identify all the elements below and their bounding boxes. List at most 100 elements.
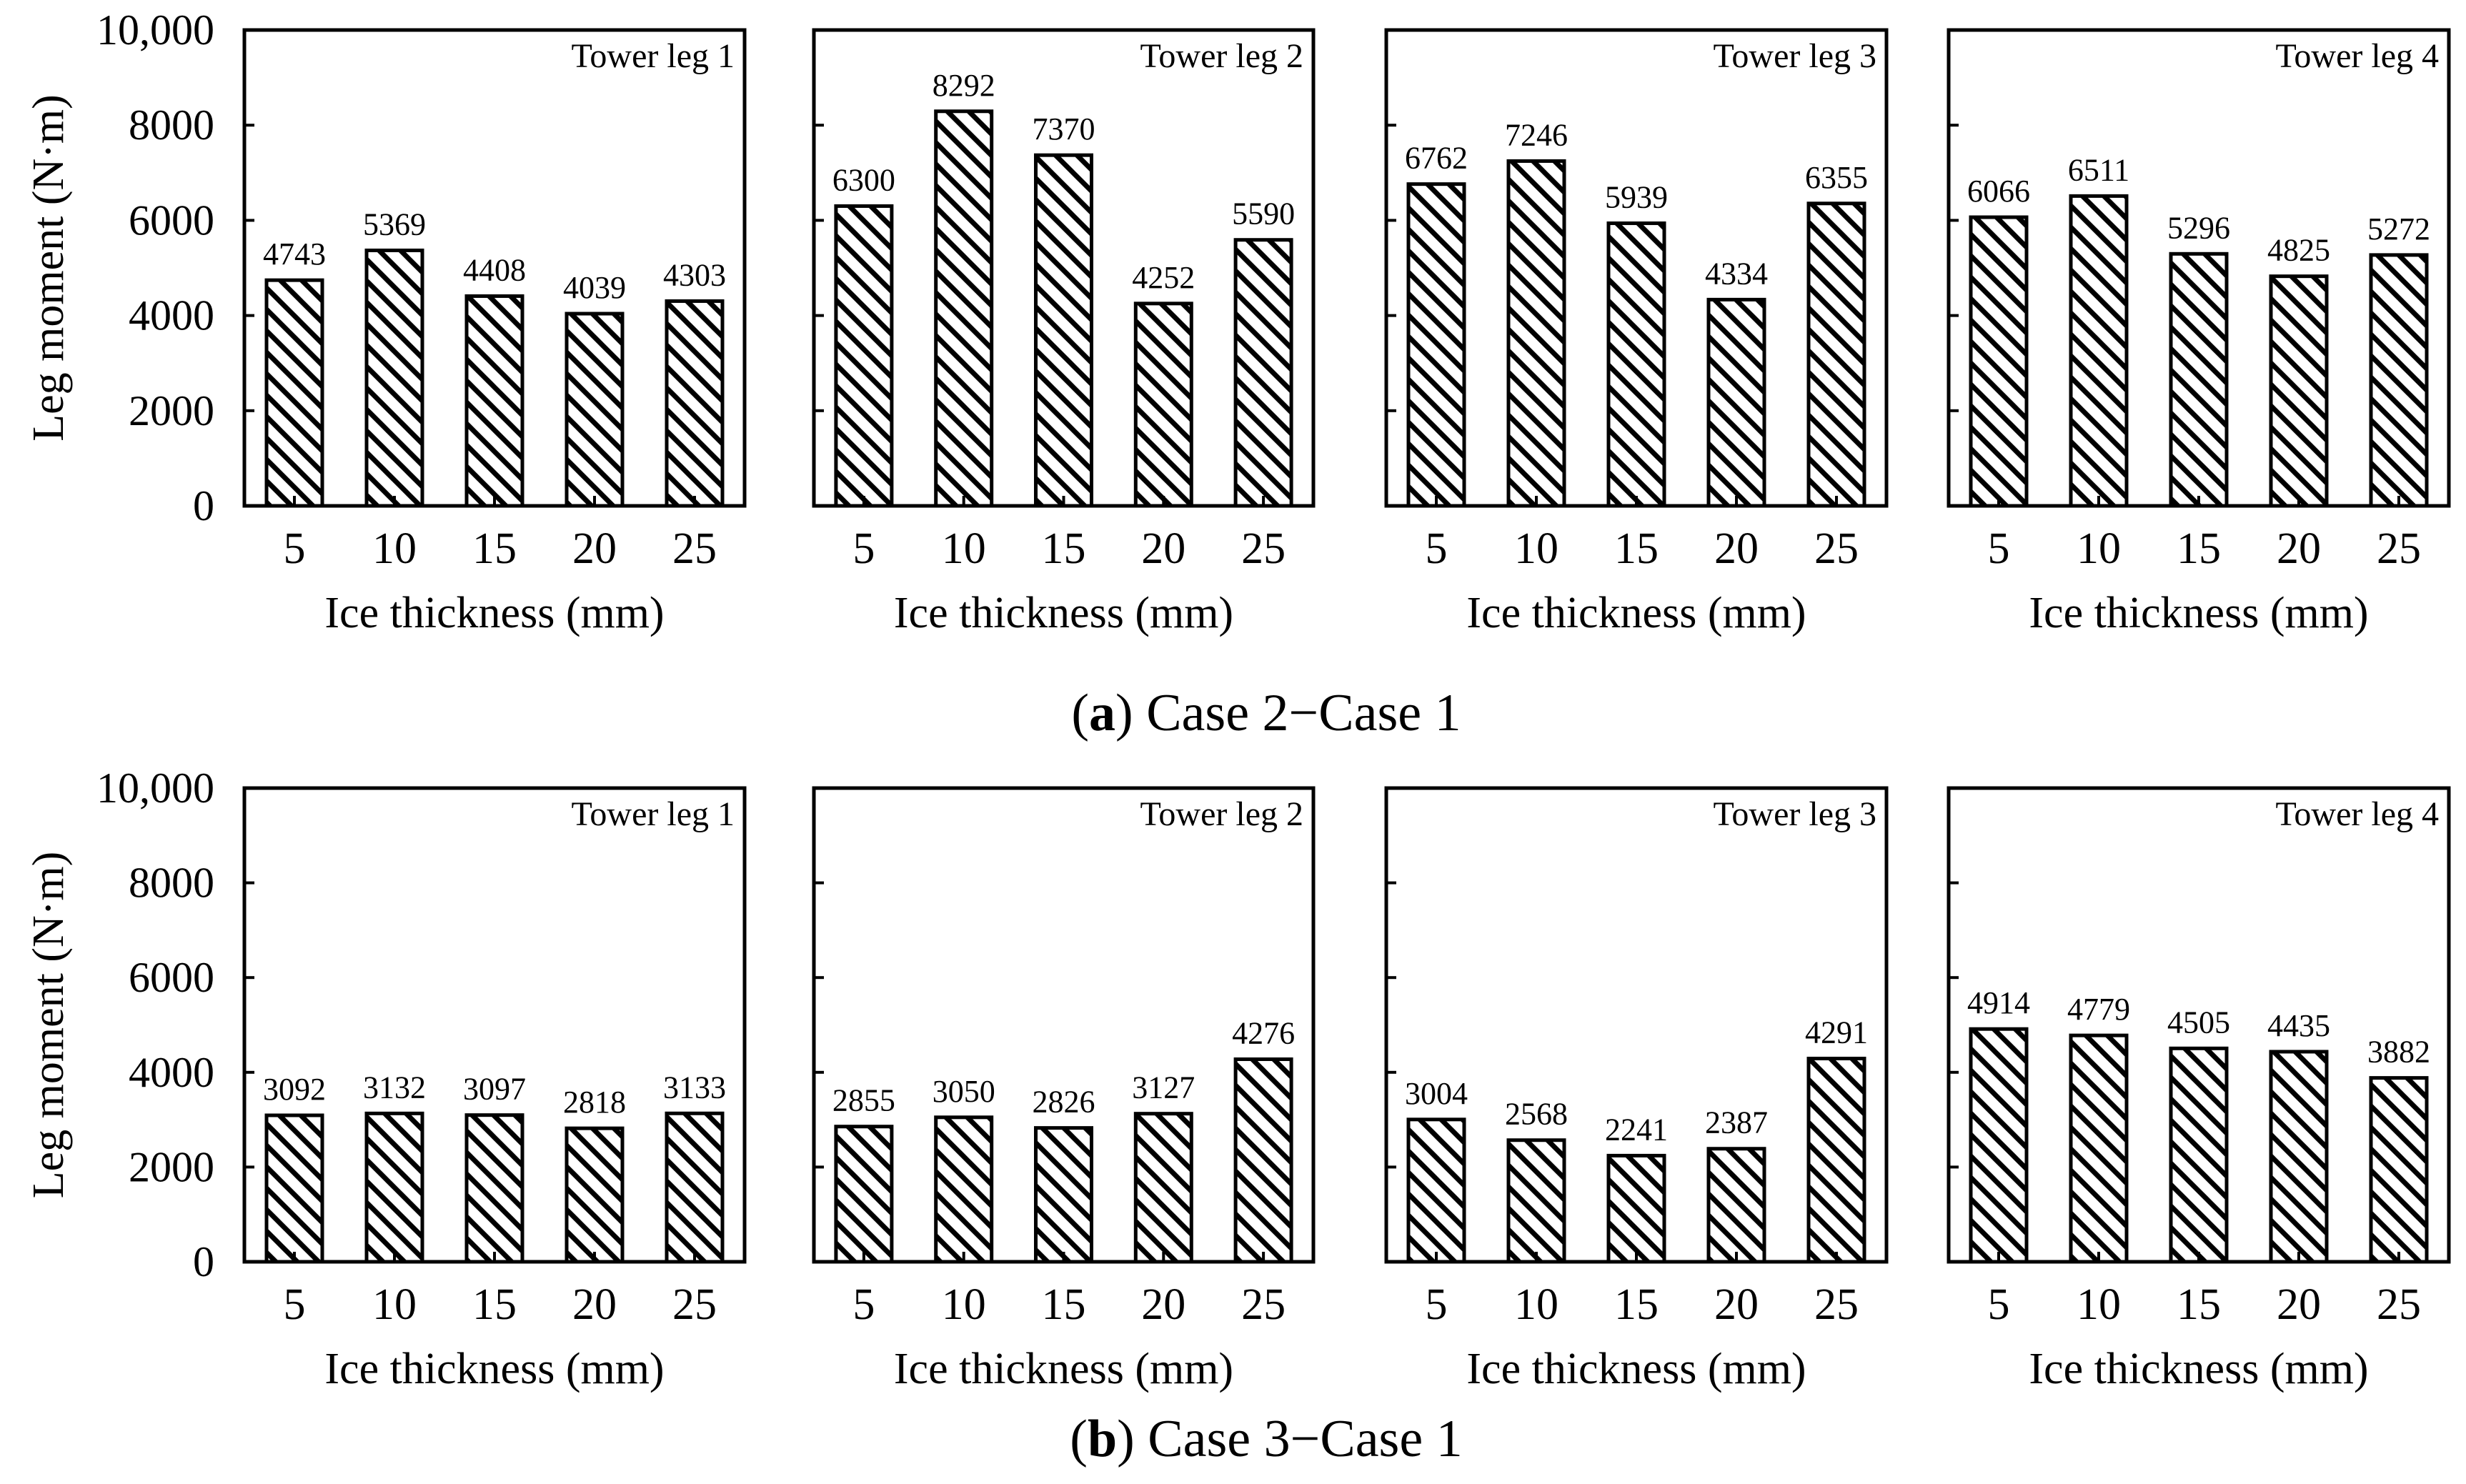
bar	[2369, 1076, 2429, 1264]
chart-panel: Tower leg 1 3092 5 3132 10 3097 15 2818 20 3133 25…	[242, 786, 747, 1393]
bar	[665, 1111, 725, 1264]
bar-value-label: 5939	[1605, 179, 1668, 214]
y-tick-label: 0	[193, 482, 214, 529]
bar	[264, 1113, 324, 1264]
x-tick-label: 5	[284, 524, 306, 573]
x-tick-label: 10	[1514, 1280, 1558, 1329]
chart-panel: Tower leg 2 6300 5 8292 10 7370 15 4252 20 5590 25…	[812, 28, 1316, 637]
bar	[834, 204, 894, 508]
y-tick-label: 2000	[129, 387, 214, 434]
chart-panel: Tower leg 4 6066 5 6511 10 5296 15 4825 20 5272 25…	[1947, 28, 2451, 637]
chart-panel: Tower leg 2 2855 5 3050 10 2826 15 3127 20 4276 25…	[812, 786, 1316, 1393]
bar	[2269, 274, 2329, 508]
x-tick-label: 15	[1042, 1280, 1086, 1329]
bar-value-label: 4276	[1232, 1016, 1295, 1051]
figure-caption: (a) Case 2−Case 1	[1071, 684, 1461, 742]
bar	[364, 1111, 424, 1264]
bar-value-label: 4291	[1805, 1015, 1868, 1050]
bar	[2069, 1033, 2129, 1264]
x-tick-label: 20	[1141, 1280, 1185, 1329]
x-tick-label: 15	[2177, 524, 2221, 573]
x-tick-label: 10	[2077, 1280, 2121, 1329]
bar	[264, 278, 324, 508]
bar	[464, 294, 524, 508]
chart-panel: Tower leg 1 4743 5 5369 10 4408 15 4039 20 4303 25…	[242, 28, 747, 637]
bar	[1506, 1138, 1566, 1264]
bar	[1606, 1153, 1666, 1264]
panel-title: Tower leg 2	[1140, 795, 1303, 833]
bar-value-label: 5272	[2367, 211, 2430, 246]
x-tick-label: 20	[2277, 524, 2321, 573]
panel-title: Tower leg 1	[571, 795, 735, 833]
bar	[665, 299, 725, 508]
bar	[364, 248, 424, 508]
bar-value-label: 4825	[2267, 233, 2330, 268]
x-tick-label: 5	[1988, 1280, 2010, 1329]
bar-value-label: 5296	[2167, 210, 2230, 245]
y-tick-label: 10,000	[96, 765, 214, 812]
bar-value-label: 6762	[1405, 141, 1468, 176]
bar-value-label: 2241	[1605, 1112, 1668, 1147]
x-tick-label: 25	[2377, 524, 2421, 573]
x-tick-label: 15	[472, 524, 517, 573]
bar-value-label: 4408	[463, 252, 526, 287]
bar	[1606, 221, 1666, 508]
bar-value-label: 7370	[1033, 111, 1095, 146]
x-tick-label: 5	[852, 524, 875, 573]
bar-value-label: 4039	[563, 270, 626, 305]
x-tick-label: 20	[1141, 524, 1185, 573]
caption-text: Case 3−Case 1	[1135, 1410, 1463, 1468]
x-tick-label: 15	[1614, 1280, 1659, 1329]
bar-value-label: 6355	[1805, 160, 1868, 195]
x-tick-label: 15	[472, 1280, 517, 1329]
x-axis-label: Ice thickness (mm)	[2029, 589, 2368, 637]
bar	[1133, 1112, 1193, 1264]
bar-value-label: 2826	[1033, 1085, 1095, 1120]
bar	[1806, 1057, 1866, 1264]
x-tick-label: 10	[2077, 524, 2121, 573]
bar-value-label: 3133	[663, 1070, 726, 1105]
x-tick-label: 25	[672, 524, 717, 573]
chart-panel: Tower leg 4 4914 5 4779 10 4505 15 4435 20 3882 25…	[1947, 786, 2451, 1393]
x-tick-label: 5	[1988, 524, 2010, 573]
x-tick-label: 5	[284, 1280, 306, 1329]
x-tick-label: 20	[572, 524, 617, 573]
bar-value-label: 3050	[933, 1074, 995, 1109]
bar	[464, 1113, 524, 1264]
x-axis-label: Ice thickness (mm)	[324, 1345, 664, 1393]
y-tick-label: 6000	[129, 954, 214, 1001]
bar-value-label: 4252	[1132, 260, 1195, 295]
x-tick-label: 25	[672, 1280, 717, 1329]
x-tick-label: 20	[1714, 1280, 1759, 1329]
x-tick-label: 5	[1426, 524, 1448, 573]
panel-title: Tower leg 2	[1140, 37, 1303, 75]
bar	[1969, 1027, 2029, 1264]
bar	[1034, 153, 1093, 508]
x-axis-label: Ice thickness (mm)	[1466, 1345, 1806, 1393]
bar	[1233, 238, 1293, 508]
x-tick-label: 25	[1241, 1280, 1286, 1329]
y-axis-label: Leg moment (N·m)	[24, 94, 73, 442]
bar-value-label: 4914	[1967, 985, 2030, 1020]
bar	[565, 312, 625, 508]
bar	[1133, 302, 1193, 508]
y-axis-label: Leg moment (N·m)	[24, 852, 73, 1199]
bar	[1406, 182, 1466, 508]
bar-value-label: 7246	[1505, 117, 1568, 152]
panel-title: Tower leg 3	[1713, 37, 1876, 75]
bar-value-label: 4779	[2067, 992, 2130, 1027]
chart-panel: Tower leg 3 6762 5 7246 10 5939 15 4334 20 6355 25…	[1384, 28, 1889, 637]
bar-value-label: 2818	[563, 1085, 626, 1120]
bar	[565, 1126, 625, 1264]
panel-title: Tower leg 4	[2275, 37, 2439, 75]
bar-value-label: 2568	[1505, 1097, 1568, 1132]
x-tick-label: 5	[1426, 1280, 1448, 1329]
bar-value-label: 6511	[2068, 152, 2129, 187]
x-tick-label: 15	[1042, 524, 1086, 573]
bar	[1406, 1117, 1466, 1264]
bar-value-label: 3097	[463, 1072, 526, 1107]
bar-value-label: 6066	[1967, 174, 2030, 209]
bar	[1806, 201, 1866, 508]
bar-value-label: 4435	[2267, 1008, 2330, 1043]
panel-title: Tower leg 1	[571, 37, 735, 75]
